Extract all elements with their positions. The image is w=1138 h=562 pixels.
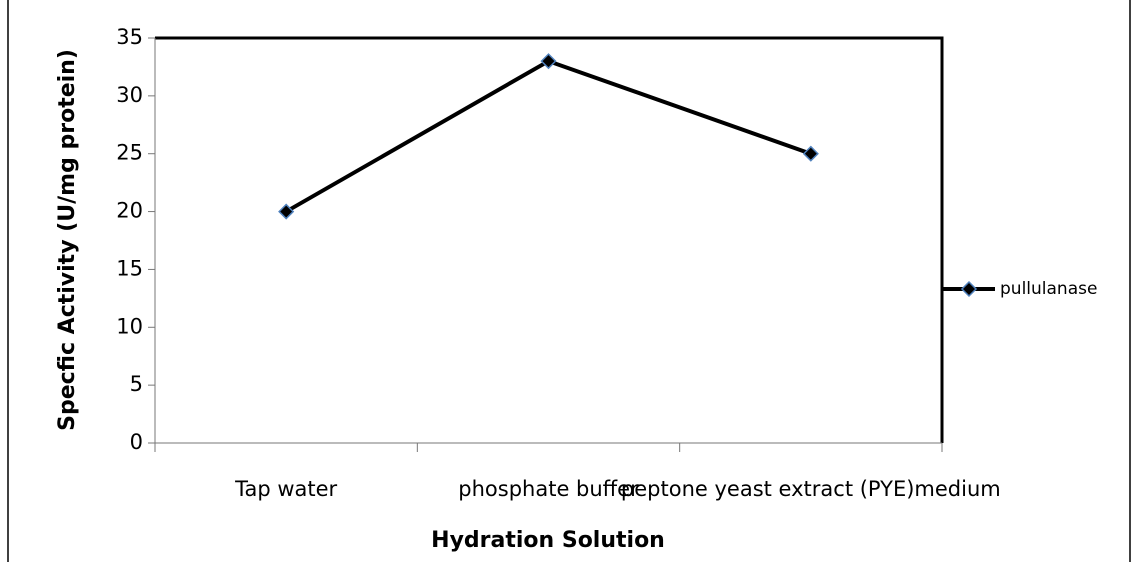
y-axis-title: Specfic Activity (U/mg protein): [55, 49, 80, 431]
y-tick-label: 25: [116, 141, 143, 165]
legend-marker: [960, 280, 978, 298]
y-tick-label: 30: [116, 83, 143, 107]
y-tick-label: 35: [116, 25, 143, 49]
plot-frame: [155, 36, 944, 443]
x-tick-label: phosphate buffer: [458, 477, 639, 501]
y-tick-label: 15: [116, 256, 143, 280]
marker: [540, 53, 557, 70]
y-tick-label: 10: [116, 314, 143, 338]
x-tick-label: peptone yeast extract (PYE)medium: [621, 477, 1001, 501]
marker: [278, 203, 295, 220]
legend-label: pullulanase: [1000, 279, 1097, 299]
y-tick-label: 20: [116, 199, 143, 223]
x-axis-title: Hydration Solution: [431, 528, 665, 553]
marker: [802, 145, 819, 162]
y-tick-label: 0: [130, 430, 143, 454]
x-tick-label: Tap water: [234, 477, 337, 501]
y-tick-label: 5: [130, 372, 143, 396]
